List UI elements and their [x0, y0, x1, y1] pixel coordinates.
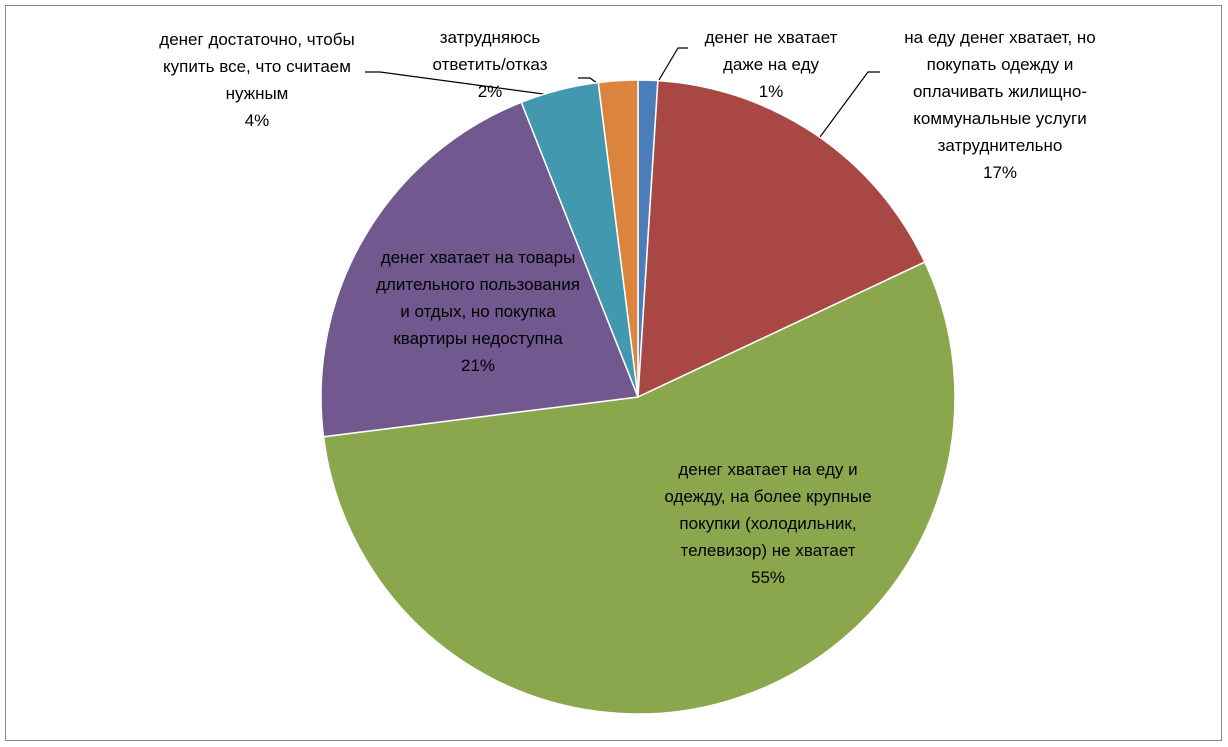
slice-label-box: денег хватает на товары длительного поль… [373, 244, 583, 379]
category-label: на еду денег хватает, но покупать одежду… [904, 28, 1096, 155]
slice-label-box: на еду денег хватает, но покупать одежду… [880, 24, 1120, 186]
slice-label: затрудняюсь ответить/отказ 2% [410, 24, 570, 105]
value-label: 21% [460, 356, 496, 375]
value-label: 2% [477, 82, 503, 101]
slice-label-box: затрудняюсь ответить/отказ 2% [410, 24, 570, 105]
category-label: денег хватает на товары длительного поль… [376, 248, 580, 348]
leader-line [655, 47, 688, 86]
category-label: денег хватает на еду и одежду, на более … [664, 460, 872, 560]
category-label: денег достаточно, чтобы купить все, что … [159, 30, 355, 103]
value-label: 1% [758, 82, 784, 101]
slice-label-box: денег достаточно, чтобы купить все, что … [142, 26, 372, 134]
value-label: 55% [750, 568, 786, 587]
pie-slice [637, 79, 926, 399]
leader-lines [365, 47, 880, 138]
slice-label: денег достаточно, чтобы купить все, что … [142, 26, 372, 134]
slice-label: денег хватает на товары длительного поль… [373, 244, 583, 379]
value-label: 17% [982, 163, 1018, 182]
slice-label-box: денег хватает на еду и одежду, на более … [661, 456, 876, 591]
labels: денег не хватает даже на еду 1% на еду ден… [142, 24, 1120, 591]
slice-label: денег не хватает даже на еду 1% [686, 24, 856, 105]
pie-slice [322, 261, 956, 715]
category-label: затрудняюсь ответить/отказ [432, 28, 548, 74]
pie-slice [597, 79, 639, 398]
slice-label-box: денег не хватает даже на еду 1% [686, 24, 856, 105]
leader-line [365, 71, 552, 96]
slice-label: денег хватает на еду и одежду, на более … [661, 456, 876, 591]
slice-label: на еду денег хватает, но покупать одежду… [880, 24, 1120, 186]
pie-slice [320, 101, 640, 438]
value-label: 4% [244, 111, 270, 130]
category-label: денег не хватает даже на еду [704, 28, 838, 74]
leader-line [819, 71, 880, 138]
slices [320, 79, 956, 715]
